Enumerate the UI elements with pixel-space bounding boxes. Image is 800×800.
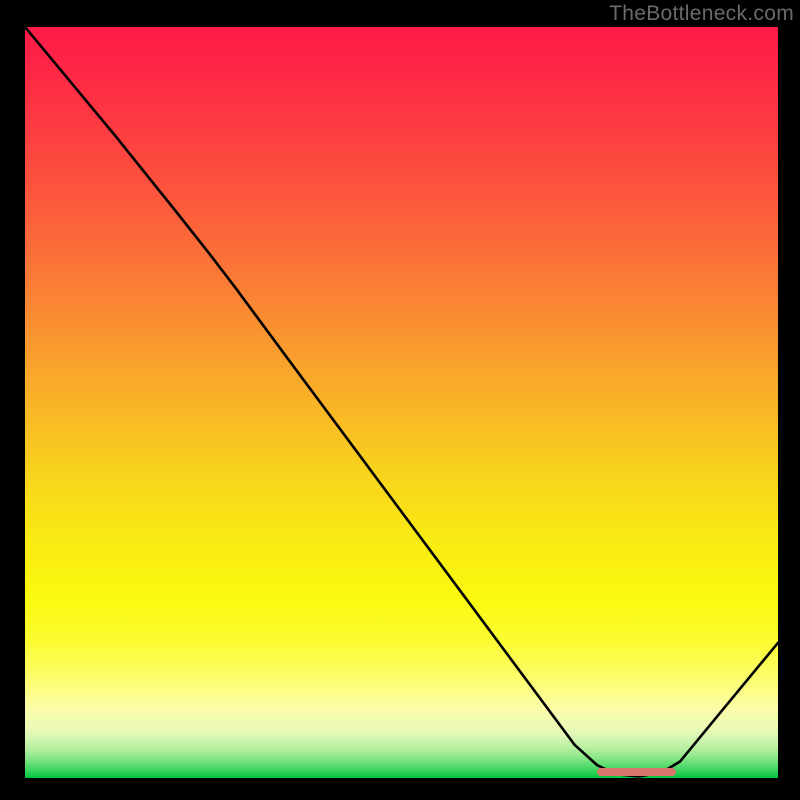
chart-plot-area [25, 27, 778, 778]
curve-path [25, 27, 778, 777]
optimal-range-marker [597, 768, 676, 775]
bottleneck-curve [25, 27, 778, 778]
attribution-text: TheBottleneck.com [609, 2, 794, 26]
